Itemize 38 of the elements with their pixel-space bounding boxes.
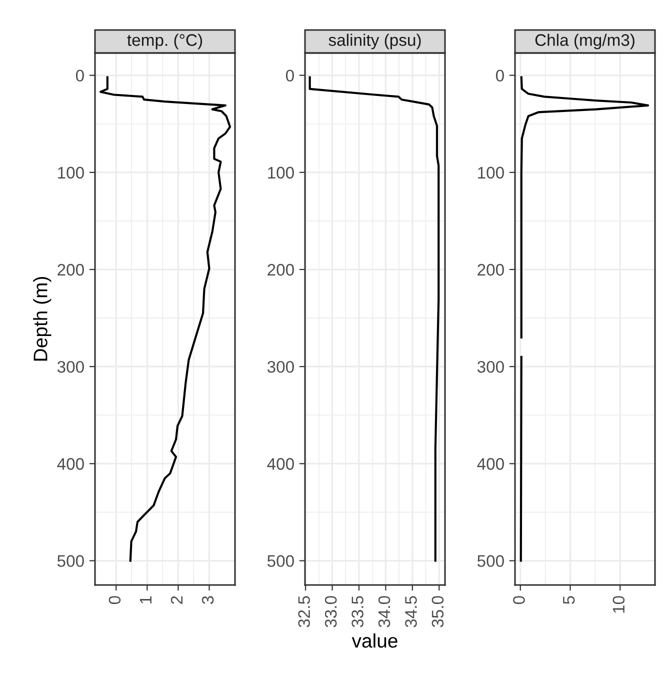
- x-axis-title: value: [352, 633, 398, 648]
- y-tick-label: 400: [477, 458, 504, 470]
- chart-title: Chla (mg/m3): [535, 34, 634, 50]
- line-series: [308, 76, 440, 562]
- x-tick-label: 0: [108, 596, 121, 604]
- y-tick-label: 100: [268, 166, 294, 179]
- x-tick-label: 33.0: [324, 596, 337, 628]
- x-tick-label: 33.5: [352, 596, 364, 628]
- y-axis-title: Depth (m): [33, 276, 52, 361]
- x-tick-label: 34.0: [378, 596, 390, 628]
- y-tick-label: 200: [478, 264, 504, 276]
- x-tick-label: 10: [612, 596, 625, 613]
- y-tick-label: 200: [268, 264, 294, 276]
- y-tick-label: 500: [57, 555, 84, 567]
- x-tick-label: 34.5: [405, 596, 417, 628]
- x-tick-label: 0: [513, 596, 525, 604]
- y-tick-label: 400: [267, 458, 294, 470]
- chart-title: temp. (°C): [127, 34, 202, 50]
- x-tick-label: 32.5: [298, 596, 310, 628]
- x-tick-label: 5: [563, 596, 575, 604]
- y-tick-label: 300: [477, 360, 504, 373]
- line-series: [100, 76, 232, 562]
- y-tick-label: 0: [286, 70, 294, 82]
- y-tick-label: 0: [496, 70, 504, 82]
- x-tick-label: 2: [170, 596, 183, 604]
- y-tick-label: 300: [267, 360, 294, 373]
- y-tick-label: 0: [76, 70, 84, 82]
- chart-title: salinity (psu): [328, 34, 421, 50]
- x-tick-label: 1: [140, 596, 152, 604]
- y-tick-label: 500: [477, 555, 504, 567]
- y-tick-label: 500: [267, 555, 294, 567]
- y-tick-label: 200: [58, 264, 84, 276]
- y-tick-label: 400: [57, 458, 84, 470]
- x-tick-label: 3: [202, 596, 214, 604]
- x-tick-label: 35.0: [432, 596, 444, 628]
- y-tick-label: 300: [57, 360, 84, 373]
- y-tick-label: 100: [478, 166, 504, 179]
- y-tick-label: 100: [58, 166, 84, 179]
